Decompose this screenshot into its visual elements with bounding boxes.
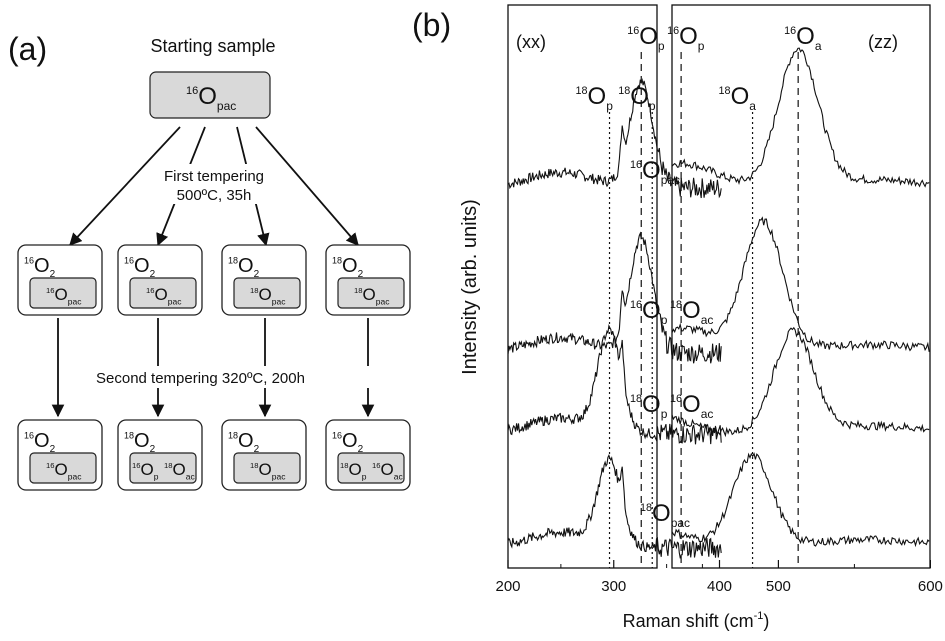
xx-spectrum-16Op18Oac <box>507 231 722 364</box>
xx-plot-frame <box>507 4 658 569</box>
series-label-18Op16Oac: 16Oac <box>670 391 713 421</box>
sample-species: 16Op <box>132 460 159 481</box>
first-tempering-bg <box>155 164 273 204</box>
xx-spectrum-16Opac <box>507 77 722 199</box>
spectra <box>507 47 930 559</box>
sample-species: 16Opac <box>46 460 82 481</box>
arrow-start-to-box4 <box>255 126 359 246</box>
reference-line-label-4: 16Op <box>667 23 705 53</box>
panel-a-label: (a) <box>8 31 47 67</box>
zz-spectrum-18Op16Oac <box>671 326 930 438</box>
sample-block <box>29 452 97 484</box>
x-tick-label: 200 <box>495 578 520 595</box>
x-axis-ticks: 200 300 400 500 600 <box>495 560 943 595</box>
xx-polarization-label: (xx) <box>516 32 546 52</box>
reference-line-label-3: 18Op <box>618 83 656 113</box>
zz-spectrum-16Opac <box>671 47 930 188</box>
reference-line-label-2: 16Op <box>627 23 665 53</box>
zz-plot-frame <box>671 4 931 569</box>
reference-line-label-1: 18Op <box>576 83 614 113</box>
bottom-box-1: 16O2 16Opac <box>17 419 103 491</box>
starting-sample-title: Starting sample <box>150 36 275 56</box>
gas-label: 18O2 <box>124 430 156 455</box>
middle-box-4: 18O2 18Opac <box>325 244 411 316</box>
sample-block <box>337 277 405 309</box>
gas-label: 16O2 <box>24 255 56 280</box>
sample-block <box>233 452 301 484</box>
x-axis-label: Raman shift (cm-1) <box>623 610 770 631</box>
middle-box-3: 18O2 18Opac <box>221 244 307 316</box>
x-tick-label: 300 <box>601 578 626 595</box>
gas-label: 16O2 <box>24 430 56 455</box>
sample-species: 18Opac <box>354 285 390 306</box>
reference-lines: 18Op 16Op 18Op 16Op 18Oa 16Oa <box>576 23 822 568</box>
second-tempering-bg <box>98 366 406 388</box>
sample-species: 16Opac <box>146 285 182 306</box>
x-tick-label: 600 <box>918 578 943 595</box>
sample-block <box>29 277 97 309</box>
sample-block <box>233 277 301 309</box>
panel-b-label: (b) <box>412 7 451 43</box>
panel-a: (a) Starting sample 16Opac First temperi… <box>8 31 411 491</box>
sample-species: 18Opac <box>250 285 286 306</box>
middle-boxes: 16O2 16Opac 16O2 16Opac 18O2 18Opac 18O2 18Opac <box>17 244 411 316</box>
sample-block <box>129 277 197 309</box>
middle-box-1: 16O2 16Opac <box>17 244 103 316</box>
second-tempering-label: Second tempering 320ºC, 200h <box>96 370 305 387</box>
starting-sample-species: 16Opac <box>186 83 236 113</box>
series-label-16Opac: 16Opac <box>630 157 680 187</box>
sample-species: 18Oac <box>164 460 195 481</box>
sample-species: 18Op <box>340 460 367 481</box>
sample-block <box>337 452 405 484</box>
x-tick-label: 400 <box>707 578 732 595</box>
sample-species: 18Opac <box>250 460 286 481</box>
zz-polarization-label: (zz) <box>868 32 898 52</box>
y-axis-label: Intensity (arb. units) <box>459 199 481 375</box>
sample-block <box>129 452 197 484</box>
bottom-box-3: 18O2 18Opac <box>221 419 307 491</box>
zz-spectrum-18Opac <box>671 452 930 548</box>
arrow-start-to-box1 <box>69 126 181 246</box>
reference-line-label-5: 18Oa <box>719 83 757 113</box>
xx-spectrum-18Opac <box>507 453 722 559</box>
starting-sample-box <box>149 71 271 119</box>
reference-line-label-6: 16Oa <box>784 23 822 53</box>
series-label-16Op18Oac: 18Oac <box>670 297 713 327</box>
first-tempering-label: First tempering <box>164 168 264 185</box>
series-label-18Opac: 18Opac <box>640 500 690 530</box>
zz-spectrum-16Op18Oac <box>671 216 930 352</box>
series-label-16Op18Oac: 16Op <box>630 297 668 327</box>
gas-label: 18O2 <box>332 255 364 280</box>
panel-b: (b) 18Op 16Op 18Op 16Op 18Oa 16Oa 200 300 400 50… <box>412 4 943 631</box>
sample-species: 16Oac <box>372 460 403 481</box>
gas-label: 16O2 <box>332 430 364 455</box>
gas-label: 18O2 <box>228 255 260 280</box>
xx-spectrum-18Op16Oac <box>507 323 722 445</box>
series-label-18Op16Oac: 18Op <box>630 391 668 421</box>
gas-label: 16O2 <box>124 255 156 280</box>
middle-box-2: 16O2 16Opac <box>117 244 203 316</box>
first-tempering-conditions: 500ºC, 35h <box>177 187 252 204</box>
sample-species: 16Opac <box>46 285 82 306</box>
gas-label: 18O2 <box>228 430 260 455</box>
x-tick-label: 500 <box>766 578 791 595</box>
